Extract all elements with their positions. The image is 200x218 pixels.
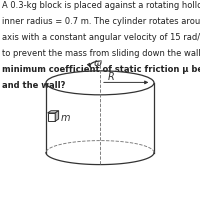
Polygon shape (46, 83, 154, 153)
Polygon shape (48, 111, 59, 113)
Text: $\omega$: $\omega$ (93, 58, 102, 68)
Text: minimum coefficient of static friction μ between the mass: minimum coefficient of static friction μ… (2, 65, 200, 74)
Text: inner radius = 0.7 m. The cylinder rotates around the vertical: inner radius = 0.7 m. The cylinder rotat… (2, 17, 200, 26)
Text: m: m (61, 113, 70, 123)
Ellipse shape (46, 71, 154, 95)
Text: R: R (108, 72, 115, 82)
Text: to prevent the mass from sliding down the wall, what is the: to prevent the mass from sliding down th… (2, 49, 200, 58)
Text: A 0.3-kg block is placed against a rotating hollow cylinder of: A 0.3-kg block is placed against a rotat… (2, 1, 200, 10)
Polygon shape (55, 111, 59, 121)
Text: and the wall?: and the wall? (2, 81, 66, 90)
Text: axis with a constant angular velocity of 15 rad/s. For friction: axis with a constant angular velocity of… (2, 33, 200, 42)
Polygon shape (48, 113, 55, 121)
